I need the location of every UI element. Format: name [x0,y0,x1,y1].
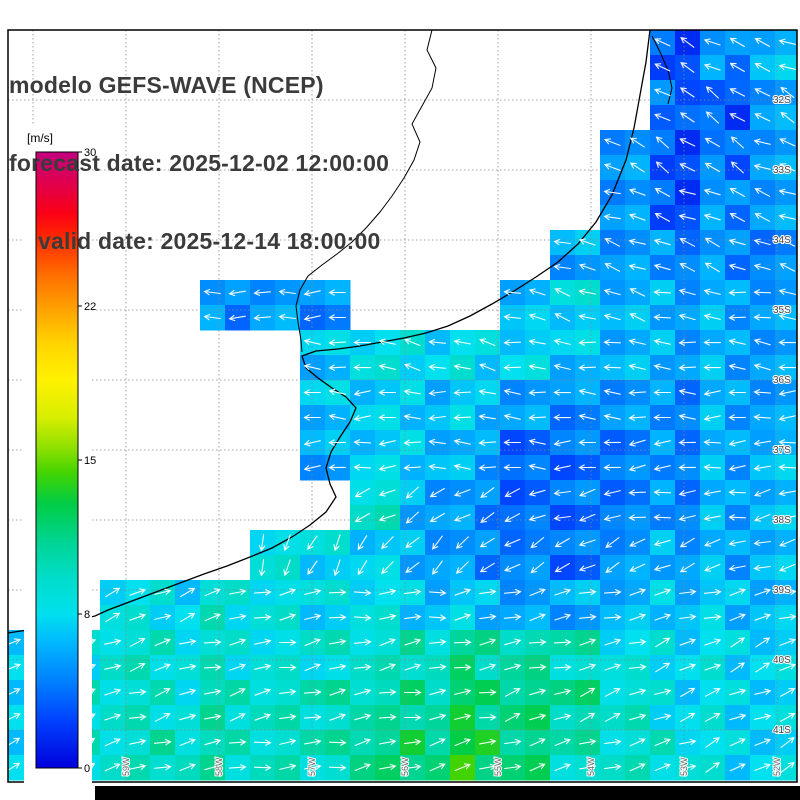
colorbar-gradient [35,151,79,769]
colorbar-tick-label: 0 [84,763,90,775]
footer-bar [95,786,800,800]
svg-text:56W: 56W [400,757,410,776]
wave-speed-field [8,30,797,781]
map-frame [7,29,798,783]
colorbar-tick-label: 15 [84,455,96,467]
svg-text:38S: 38S [773,515,791,526]
svg-text:40S: 40S [773,655,791,666]
colorbar: [m/s] 30 22 15 8 0 [24,124,96,784]
svg-text:57W: 57W [307,757,317,776]
svg-text:55W: 55W [493,757,503,776]
forecast-date: forecast date: 2025-12-02 12:00:00 [9,150,390,176]
svg-text:37S: 37S [773,445,791,456]
svg-text:32S: 32S [773,95,791,106]
svg-text:35S: 35S [773,305,791,316]
svg-text:34S: 34S [773,235,791,246]
svg-text:36S: 36S [773,375,791,386]
valid-date: valid date: 2025-12-14 18:00:00 [38,228,381,254]
svg-text:52W: 52W [772,757,782,776]
colorbar-unit-label: [m/s] [27,131,53,145]
svg-text:33S: 33S [773,165,791,176]
svg-text:39S: 39S [773,585,791,596]
colorbar-tick-label: 30 [84,147,96,159]
svg-text:41S: 41S [773,725,791,736]
colorbar-tick-label: 22 [84,301,96,313]
title-block: modelo GEFS-WAVE (NCEP) forecast date: 2… [9,20,389,306]
model-name: modelo GEFS-WAVE (NCEP) [9,72,324,98]
latitude-labels: 32S 33S 34S 35S 36S 37S 38S 39S 40S 41S [772,94,792,737]
colorbar-tick-label: 8 [84,609,90,621]
svg-text:54W: 54W [586,757,596,776]
svg-text:59W: 59W [121,757,131,776]
wind-arrow-layer [8,37,797,773]
svg-text:58W: 58W [214,757,224,776]
svg-text:53W: 53W [679,757,689,776]
